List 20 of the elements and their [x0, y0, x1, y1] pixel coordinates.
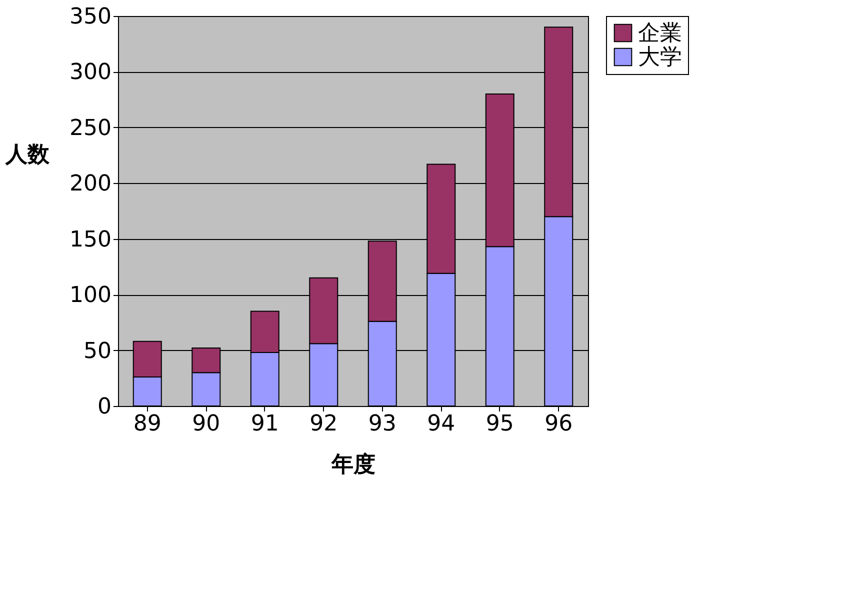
x-tick-label: 93: [368, 412, 396, 436]
y-tick-label: 100: [70, 283, 112, 308]
x-tick-label: 90: [192, 412, 220, 436]
y-tick-label: 200: [70, 172, 112, 197]
x-tick-label: 96: [544, 412, 573, 436]
x-axis-title: 年度: [330, 452, 376, 478]
x-tick-label: 95: [486, 412, 514, 436]
legend-label: 企業: [638, 21, 682, 46]
legend-label: 大学: [638, 45, 682, 70]
x-tick-label: 89: [133, 412, 162, 436]
x-tick-label: 92: [310, 412, 338, 436]
y-tick-label: 250: [70, 116, 112, 141]
y-tick-label: 150: [70, 227, 112, 252]
y-tick-label: 50: [84, 338, 112, 364]
y-tick-label: 0: [98, 394, 112, 420]
x-tick-label: 94: [427, 412, 456, 436]
y-tick-label: 350: [70, 4, 112, 30]
y-tick-label: 300: [70, 60, 112, 86]
x-tick-label: 91: [250, 412, 279, 436]
y-axis-title: 人数: [4, 142, 51, 168]
